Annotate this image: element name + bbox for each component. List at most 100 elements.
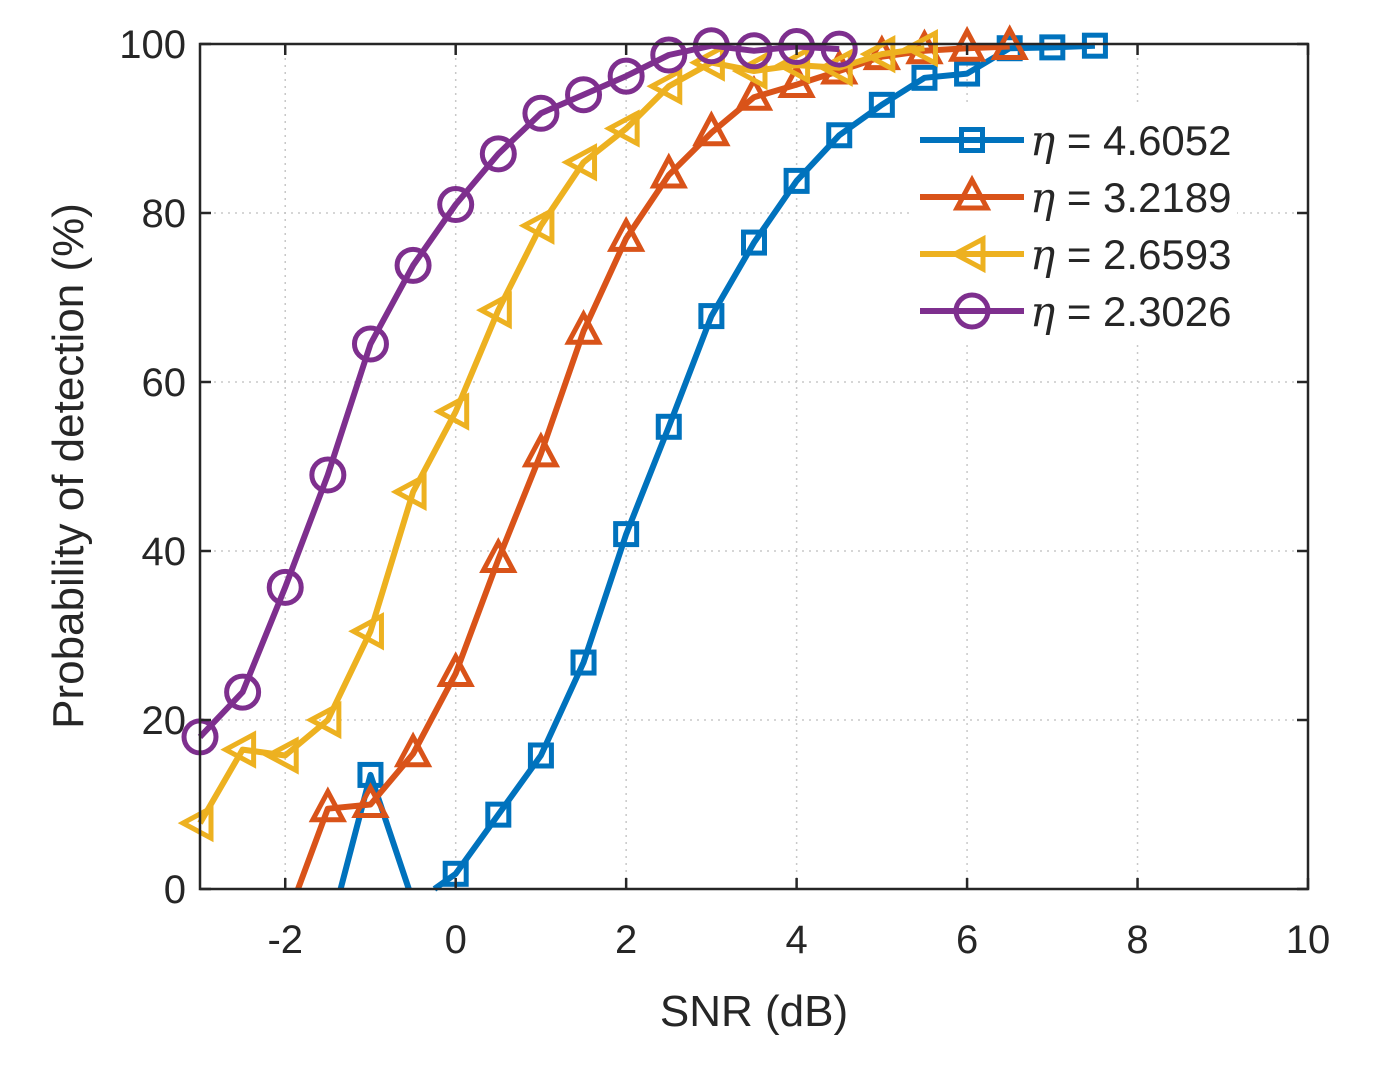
data-point bbox=[561, 143, 598, 182]
data-point bbox=[741, 229, 767, 256]
data-point bbox=[735, 32, 773, 70]
legend-value: = 4.6052 bbox=[1055, 117, 1231, 164]
data-point bbox=[868, 91, 895, 118]
legend-marker bbox=[949, 234, 986, 274]
legend-box bbox=[912, 106, 1237, 341]
data-point bbox=[603, 109, 640, 148]
data-point bbox=[266, 568, 304, 606]
y-axis-title: Probability of detection (%) bbox=[44, 203, 93, 729]
data-point bbox=[177, 803, 214, 843]
data-point bbox=[783, 167, 810, 194]
data-point bbox=[436, 651, 475, 688]
data-point bbox=[394, 246, 432, 284]
x-tick-label: 0 bbox=[445, 918, 467, 962]
y-tick-label: 40 bbox=[142, 530, 187, 574]
y-tick-label: 20 bbox=[142, 699, 187, 743]
legend-label: η = 2.3026 bbox=[1030, 287, 1232, 336]
series-line bbox=[197, 42, 840, 739]
data-point bbox=[570, 649, 597, 676]
series-3 bbox=[177, 29, 938, 843]
x-tick-label: 2 bbox=[615, 918, 637, 962]
x-tick-label: 10 bbox=[1286, 918, 1331, 962]
legend-item: η = 4.6052 bbox=[920, 116, 1232, 165]
data-point bbox=[1081, 32, 1108, 59]
data-point bbox=[220, 730, 257, 769]
data-point bbox=[655, 413, 682, 440]
legend-eta-symbol: η bbox=[1030, 116, 1055, 165]
x-tick-label: 4 bbox=[785, 918, 807, 962]
series-group bbox=[177, 24, 1108, 892]
data-point bbox=[774, 45, 811, 85]
data-point bbox=[390, 472, 427, 512]
data-point bbox=[348, 612, 384, 651]
data-point bbox=[479, 537, 518, 573]
legend-value: = 2.3026 bbox=[1055, 288, 1231, 335]
data-point bbox=[479, 135, 517, 173]
y-tick-label: 80 bbox=[142, 192, 187, 236]
x-tick-label: -2 bbox=[267, 918, 303, 962]
data-point bbox=[778, 28, 816, 66]
y-tick-label: 100 bbox=[119, 23, 186, 67]
data-point bbox=[692, 110, 731, 147]
data-point bbox=[527, 742, 554, 769]
legend-value: = 3.2189 bbox=[1055, 174, 1231, 221]
legend-label: η = 2.6593 bbox=[1030, 230, 1232, 279]
data-point bbox=[820, 30, 858, 68]
data-point bbox=[902, 29, 938, 68]
data-point bbox=[826, 122, 853, 149]
data-point bbox=[649, 152, 688, 189]
data-point bbox=[224, 673, 262, 711]
legend-marker bbox=[959, 127, 985, 153]
data-point bbox=[309, 456, 347, 494]
data-point bbox=[564, 309, 603, 345]
data-point bbox=[305, 700, 342, 740]
data-point bbox=[816, 48, 853, 87]
data-point bbox=[485, 801, 512, 828]
legend-eta-symbol: η bbox=[1030, 173, 1055, 222]
data-point bbox=[613, 521, 640, 548]
data-point bbox=[698, 303, 725, 330]
x-tick-label: 6 bbox=[956, 918, 978, 962]
x-axis-title: SNR (dB) bbox=[660, 987, 848, 1036]
data-point bbox=[606, 216, 646, 252]
data-point bbox=[522, 94, 560, 132]
data-point bbox=[351, 325, 389, 363]
data-point bbox=[433, 392, 470, 431]
x-tick-label: 8 bbox=[1126, 918, 1148, 962]
data-point bbox=[734, 74, 774, 111]
data-point bbox=[692, 27, 730, 65]
legend-label: η = 3.2189 bbox=[1030, 173, 1232, 222]
data-point bbox=[1039, 34, 1066, 61]
data-point bbox=[521, 431, 561, 468]
y-tick-label: 60 bbox=[142, 361, 187, 405]
data-point bbox=[731, 51, 768, 91]
data-point bbox=[689, 43, 725, 82]
data-point bbox=[393, 731, 433, 768]
plot-frame bbox=[198, 42, 1310, 891]
data-point bbox=[476, 290, 512, 330]
legend-label: η = 4.6052 bbox=[1030, 116, 1232, 165]
data-point bbox=[777, 62, 816, 99]
data-point bbox=[308, 786, 348, 823]
data-point bbox=[518, 206, 555, 245]
legend-eta-symbol: η bbox=[1030, 287, 1055, 336]
data-point bbox=[646, 67, 683, 106]
data-point bbox=[650, 36, 688, 74]
data-point bbox=[565, 76, 603, 114]
data-point bbox=[351, 782, 390, 818]
data-point bbox=[954, 60, 981, 87]
data-point bbox=[262, 736, 299, 775]
legend-item: η = 2.6593 bbox=[920, 230, 1232, 279]
legend-eta-symbol: η bbox=[1030, 230, 1055, 279]
legend-item: η = 2.3026 bbox=[920, 287, 1232, 336]
data-point bbox=[911, 64, 938, 91]
legend-marker bbox=[952, 174, 992, 211]
legend-item: η = 3.2189 bbox=[920, 173, 1232, 222]
legend-value: = 2.6593 bbox=[1055, 231, 1231, 278]
data-point bbox=[607, 57, 645, 95]
y-tick-label: 0 bbox=[164, 868, 186, 912]
series-4 bbox=[181, 27, 858, 756]
